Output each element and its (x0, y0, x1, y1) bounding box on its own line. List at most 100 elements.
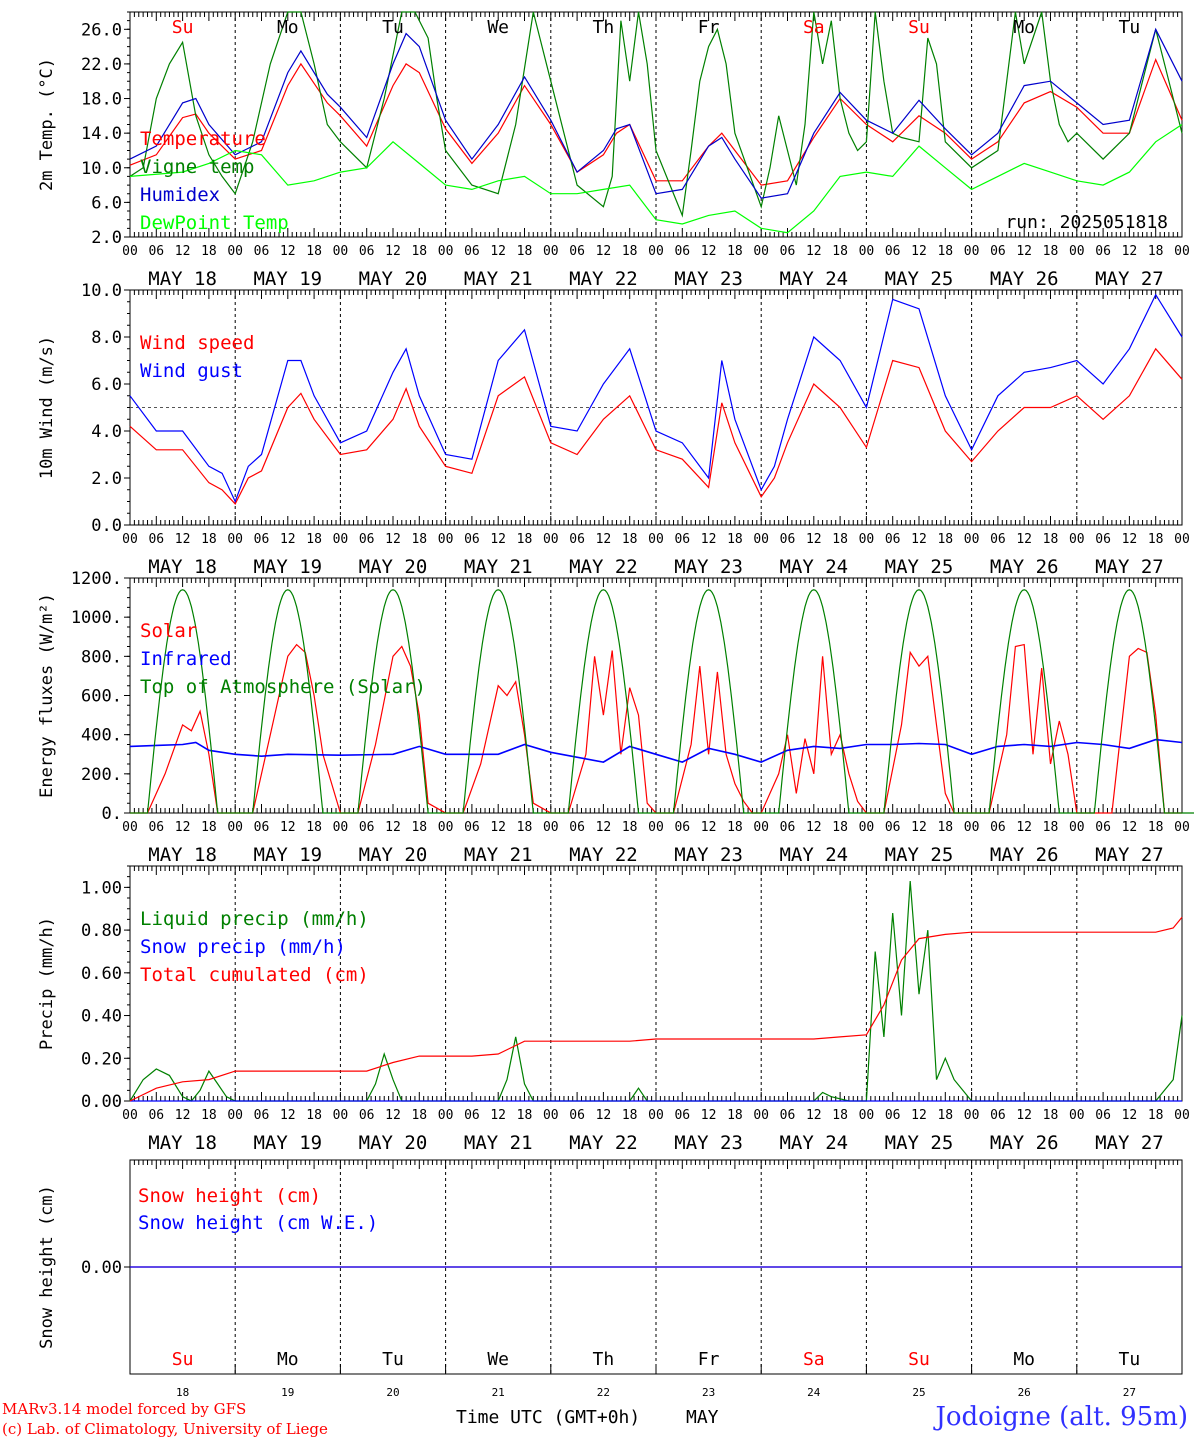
y-tick-label: 600. (81, 687, 122, 707)
y-tick-label: 0.80 (81, 921, 122, 941)
x-hour-label: 00 (859, 1108, 875, 1123)
x-hour-label: 18 (622, 1108, 638, 1123)
x-hour-label: 00 (859, 820, 875, 835)
legend-entry: Wind gust (140, 360, 243, 382)
x-hour-label: 00 (648, 1108, 664, 1123)
x-hour-label: 12 (701, 820, 717, 835)
x-hour-label: 18 (937, 1108, 953, 1123)
x-hour-label: 18 (1043, 244, 1059, 259)
x-hour-label: 06 (990, 1108, 1006, 1123)
x-hour-label: 06 (569, 1108, 585, 1123)
weekday-label: Su (908, 1349, 930, 1370)
x-hour-label: 12 (175, 532, 191, 547)
x-hour-label: 00 (753, 532, 769, 547)
legend-entry: Total cumulated (cm) (140, 964, 369, 986)
x-hour-label: 06 (780, 1108, 796, 1123)
legend-entry: Vigne temp (140, 156, 254, 178)
x-hour-label: 18 (1148, 820, 1164, 835)
series-line-1 (130, 643, 1182, 814)
x-hour-label: 00 (227, 532, 243, 547)
x-hour-label: 18 (832, 532, 848, 547)
y-minor-ticks (127, 577, 130, 814)
x-hour-label: 06 (148, 1108, 164, 1123)
y-tick-label: 0.40 (81, 1007, 122, 1027)
x-hour-label: 06 (885, 244, 901, 259)
x-hour-label: 12 (175, 244, 191, 259)
x-hour-label: 00 (438, 244, 454, 259)
x-hour-label: 06 (359, 1108, 375, 1123)
x-hour-label: 00 (964, 532, 980, 547)
day-number-label: 20 (386, 1386, 399, 1399)
x-hour-label: 06 (148, 820, 164, 835)
x-hour-label: 18 (306, 532, 322, 547)
y-tick-label: 14.0 (81, 124, 122, 144)
legend-entry: Snow height (cm W.E.) (138, 1212, 378, 1234)
x-hour-label: 06 (674, 1108, 690, 1123)
weekday-label: Tu (1119, 1349, 1141, 1370)
x-date-label: MAY 23 (674, 268, 743, 290)
x-hour-label: 18 (832, 820, 848, 835)
x-hour-label: 06 (464, 532, 480, 547)
x-hour-label: 00 (859, 532, 875, 547)
x-hour-label: 06 (885, 532, 901, 547)
x-hour-label: 18 (517, 244, 533, 259)
x-hour-label: 18 (727, 244, 743, 259)
series-line-3 (129, 27, 1183, 199)
x-hour-label: 18 (937, 532, 953, 547)
panel-2 (124, 289, 1183, 526)
x-date-label: MAY 24 (779, 1132, 848, 1154)
minor-ticks (129, 12, 1183, 237)
x-hour-label: 12 (1016, 820, 1032, 835)
x-date-label: MAY 22 (569, 268, 638, 290)
y-tick-label: 8.0 (91, 328, 122, 348)
x-hour-label: 00 (438, 532, 454, 547)
minor-ticks (129, 578, 1183, 813)
x-date-label: MAY 20 (359, 268, 428, 290)
x-date-label: MAY 25 (885, 556, 954, 578)
day-number-label: 19 (281, 1386, 294, 1399)
x-hour-label: 00 (543, 820, 559, 835)
y-tick-label: 2.0 (91, 228, 122, 248)
x-hour-label: 12 (806, 532, 822, 547)
x-hour-label: 06 (464, 1108, 480, 1123)
x-hour-label: 00 (859, 244, 875, 259)
weekday-label: Su (172, 1349, 194, 1370)
x-hour-label: 12 (175, 820, 191, 835)
minor-ticks (129, 290, 1183, 525)
x-hour-label: 06 (780, 820, 796, 835)
x-hour-label: 06 (148, 244, 164, 259)
x-hour-label: 12 (596, 532, 612, 547)
x-hour-label: 06 (990, 532, 1006, 547)
x-date-label: MAY 18 (148, 1132, 217, 1154)
x-date-label: MAY 24 (779, 268, 848, 290)
x-hour-label: 18 (832, 1108, 848, 1123)
x-hour-label: 18 (727, 820, 743, 835)
x-date-label: MAY 27 (1095, 268, 1164, 290)
weekday-label: Su (172, 17, 194, 38)
y-tick-label: 0.00 (81, 1258, 122, 1278)
x-hour-label: 00 (753, 244, 769, 259)
legend-entry: DewPoint Temp (140, 212, 289, 234)
weekday-label: Sa (803, 17, 825, 38)
x-hour-label: 12 (806, 820, 822, 835)
panel-3 (124, 577, 1194, 814)
x-hour-label: 00 (333, 244, 349, 259)
series-line-2 (129, 11, 1183, 218)
weekday-label: Tu (382, 17, 404, 38)
x-date-label: MAY 24 (779, 556, 848, 578)
y-tick-label: 10.0 (81, 159, 122, 179)
x-date-label: MAY 23 (674, 844, 743, 866)
x-hour-label: 18 (937, 244, 953, 259)
y-tick-label: 22.0 (81, 55, 122, 75)
series-line-1 (129, 880, 1183, 1102)
x-hour-label: 00 (1069, 532, 1085, 547)
series-line-2 (129, 293, 1183, 504)
x-hour-label: 06 (359, 532, 375, 547)
location-label: Jodoigne (alt. 95m) (935, 1402, 1188, 1432)
x-hour-label: 12 (701, 532, 717, 547)
y-tick-label: 6.0 (91, 193, 122, 213)
x-hour-label: 00 (1069, 820, 1085, 835)
x-date-label: MAY 21 (464, 844, 533, 866)
x-hour-label: 06 (569, 820, 585, 835)
x-date-label: MAY 27 (1095, 556, 1164, 578)
